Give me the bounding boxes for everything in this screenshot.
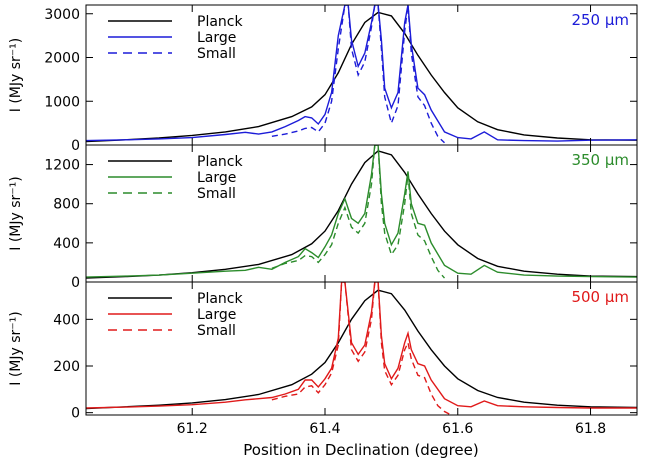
series-line-small <box>271 282 452 415</box>
y-tick-label: 1000 <box>44 94 80 110</box>
y-tick-label: 400 <box>53 312 80 328</box>
panel-3: 0 200 400 61.2 61.4 61.6 61.8 I (MJy sr⁻¹) 500 μ… <box>8 281 638 437</box>
series-line-large <box>86 145 637 278</box>
band-label: 350 μm <box>571 151 629 169</box>
x-tick-label: 61.6 <box>442 421 473 437</box>
y-tick-label: 800 <box>53 197 80 213</box>
y-tick-label: 2000 <box>44 51 80 67</box>
y-tick-label: 0 <box>71 406 80 422</box>
legend-label: Planck <box>197 291 243 307</box>
band-label: 250 μm <box>571 11 629 29</box>
band-label: 500 μm <box>571 288 629 306</box>
legend-label: Large <box>197 170 236 186</box>
legend-label: Small <box>197 323 236 339</box>
plot-frame <box>85 4 638 146</box>
x-tick-label: 61.8 <box>575 421 606 437</box>
y-tick-label: 3000 <box>44 7 80 23</box>
x-tick-label: 61.4 <box>309 421 340 437</box>
legend-label: Planck <box>197 154 243 170</box>
legend-label: Small <box>197 186 236 202</box>
y-axis-title: I (MJy sr⁻¹) <box>8 176 24 251</box>
series-line-small <box>271 5 445 144</box>
y-axis-title: I (MJy sr⁻¹) <box>8 311 24 386</box>
y-axis-title: I (MJy sr⁻¹) <box>8 38 24 113</box>
legend-label: Small <box>197 46 236 62</box>
panel-1: 0 1000 2000 3000 I (MJy sr⁻¹) 250 μm PlanckLar… <box>8 4 638 154</box>
x-axis-title: Position in Declination (degree) <box>243 441 478 459</box>
y-tick-label: 0 <box>71 275 80 291</box>
series-line-planck <box>86 150 637 279</box>
plot-frame <box>85 281 638 416</box>
legend-label: Large <box>197 30 236 46</box>
series-line-planck <box>86 11 637 143</box>
y-tick-label: 1200 <box>44 158 80 174</box>
x-tick-label: 61.2 <box>177 421 208 437</box>
plot-frame <box>85 144 638 283</box>
y-tick-label: 400 <box>53 236 80 252</box>
series-line-small <box>271 145 446 279</box>
series-line-large <box>86 5 637 142</box>
legend-label: Planck <box>197 14 243 30</box>
panel-2: 0 400 800 1200 I (MJy sr⁻¹) 350 μm PlanckLarge… <box>8 144 638 291</box>
legend-label: Large <box>197 307 236 323</box>
series-line-large <box>86 282 637 409</box>
y-tick-label: 200 <box>53 359 80 375</box>
y-tick-label: 0 <box>71 138 80 154</box>
